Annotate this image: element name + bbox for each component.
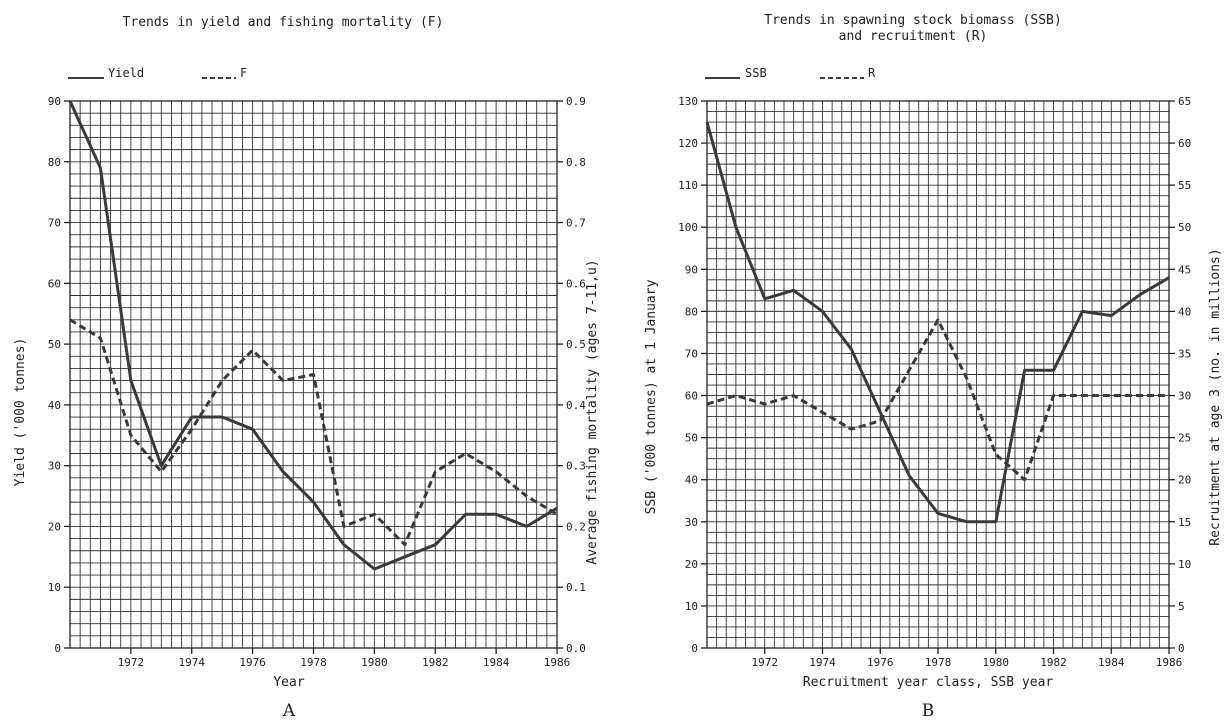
panel-a-y2-tick-label: 0.8 [566, 156, 586, 169]
panel-b-y2-tick-label: 30 [1178, 390, 1191, 403]
panel-b-y-tick-label: 0 [691, 642, 698, 655]
panel-b-y2-tick-label: 15 [1178, 516, 1191, 529]
panel-a-title: Trends in yield and fishing mortality (F… [123, 15, 444, 30]
panel-b-y2-tick-label: 45 [1178, 263, 1191, 276]
panel-b-series-ssb-line [705, 121, 1170, 524]
panel-a-legend: Yield F [68, 66, 247, 80]
panel-a-y-tick-label: 40 [48, 399, 61, 412]
panel-a-x-tick-label: 1972 [118, 656, 145, 669]
panel-a-chart: Trends in yield and fishing mortality (F… [13, 15, 600, 721]
panel-b-x-axis-label: Recruitment year class, SSB year [803, 675, 1054, 690]
panel-a-y2-tick-label: 0.9 [566, 95, 586, 108]
panel-a-series-f-line [69, 318, 558, 547]
panel-b-y-axis-label: SSB ('000 tonnes) at 1 January [644, 279, 659, 514]
panel-b-y-tick-label: 10 [685, 600, 698, 613]
panel-b-y-tick-label: 100 [678, 221, 698, 234]
panel-b-y2-axis-label: Recruitment at age 3 (no. in millions) [1208, 248, 1223, 545]
panel-b-y-tick-label: 80 [685, 305, 698, 318]
panel-a-y-tick-label: 90 [48, 95, 61, 108]
panel-b-x-tick-label: 1974 [809, 656, 836, 669]
panel-a-y-tick-label: 60 [48, 277, 61, 290]
panel-b-y2-tick-label: 40 [1178, 305, 1191, 318]
panel-a-x-tick-label: 1982 [422, 656, 449, 669]
panel-a-x-tick-label: 1984 [483, 656, 510, 669]
panel-b-y-tick-label: 120 [678, 137, 698, 150]
legend-f-label: F [240, 66, 247, 80]
panel-a-y-tick-label: 30 [48, 460, 61, 473]
legend-yield-label: Yield [108, 66, 144, 80]
panel-a-y2-tick-label: 0.2 [566, 520, 586, 533]
panel-b-y2-tick-label: 10 [1178, 558, 1191, 571]
panel-a-y2-tick-label: 0.0 [566, 642, 586, 655]
panel-b-x-tick-label: 1976 [867, 656, 894, 669]
panel-a-y2-tick-label: 0.5 [566, 338, 586, 351]
panel-b-y2-tick-label: 20 [1178, 474, 1191, 487]
panel-b-x-tick-label: 1978 [925, 656, 952, 669]
panel-b-y2-tick-label: 60 [1178, 137, 1191, 150]
panel-b-y-tick-label: 20 [685, 558, 698, 571]
panel-a-y2-axis-label: Average fishing mortality (ages 7-11,u) [585, 259, 600, 564]
legend-ssb-label: SSB [745, 66, 767, 80]
panel-a-y-tick-label: 50 [48, 338, 61, 351]
panel-b-letter: B [922, 701, 935, 721]
panel-b-series-r-line [706, 318, 1169, 482]
panel-b-legend: SSB R [705, 66, 876, 80]
panel-a-x-tick-label: 1978 [300, 656, 327, 669]
panel-b-x-tick-label: 1980 [983, 656, 1010, 669]
panel-b-title-line2: and recruitment (R) [839, 29, 988, 44]
panel-a-y-axis-label: Yield ('000 tonnes) [13, 338, 28, 487]
panel-a-y2-tick-label: 0.6 [566, 277, 586, 290]
panel-b-x-tick-label: 1984 [1098, 656, 1125, 669]
panel-b-y-tick-label: 130 [678, 95, 698, 108]
panel-a-y-tick-label: 20 [48, 520, 61, 533]
panel-b-title: Trends in spawning stock biomass (SSB) [764, 13, 1061, 28]
panel-a-y2-tick-label: 0.4 [566, 399, 586, 412]
panel-b-y-tick-label: 110 [678, 179, 698, 192]
panel-b-y2-tick-label: 5 [1178, 600, 1185, 613]
panel-a-y2-tick-label: 0.1 [566, 581, 586, 594]
panel-b-x-tick-label: 1972 [752, 656, 779, 669]
panel-b-y-tick-label: 70 [685, 347, 698, 360]
legend-r-label: R [868, 66, 876, 80]
panel-a-y-tick-label: 10 [48, 581, 61, 594]
panel-a-y2-tick-label: 0.3 [566, 460, 586, 473]
panel-b-y-tick-label: 90 [685, 263, 698, 276]
panel-b-y2-tick-label: 0 [1178, 642, 1185, 655]
panel-a-letter: A [282, 701, 296, 721]
panel-a-x-tick-label: 1980 [361, 656, 388, 669]
panel-b-y-tick-label: 50 [685, 432, 698, 445]
panel-a-series-yield-line [68, 100, 558, 571]
panel-b-y2-tick-label: 65 [1178, 95, 1191, 108]
panel-a-y2-tick-label: 0.7 [566, 217, 586, 230]
panel-a-x-axis-label: Year [273, 675, 304, 690]
panel-b-y-tick-label: 30 [685, 516, 698, 529]
panel-a-x-tick-label: 1986 [544, 656, 571, 669]
panel-b-y2-tick-label: 55 [1178, 179, 1191, 192]
panel-a-x-tick-label: 1974 [179, 656, 206, 669]
panel-b-y2-tick-label: 50 [1178, 221, 1191, 234]
panel-a-y-tick-label: 70 [48, 217, 61, 230]
panel-b-y-tick-label: 40 [685, 474, 698, 487]
panel-b-y2-tick-label: 25 [1178, 432, 1191, 445]
panel-b-x-tick-label: 1982 [1040, 656, 1067, 669]
panel-b-x-tick-label: 1986 [1156, 656, 1183, 669]
panel-a-x-tick-label: 1976 [239, 656, 266, 669]
panel-b-y-tick-label: 60 [685, 390, 698, 403]
panel-b-chart: Trends in spawning stock biomass (SSB) a… [644, 13, 1223, 721]
panel-a-y-tick-label: 0 [54, 642, 61, 655]
panel-a-y-tick-label: 80 [48, 156, 61, 169]
panel-b-y2-tick-label: 35 [1178, 347, 1191, 360]
